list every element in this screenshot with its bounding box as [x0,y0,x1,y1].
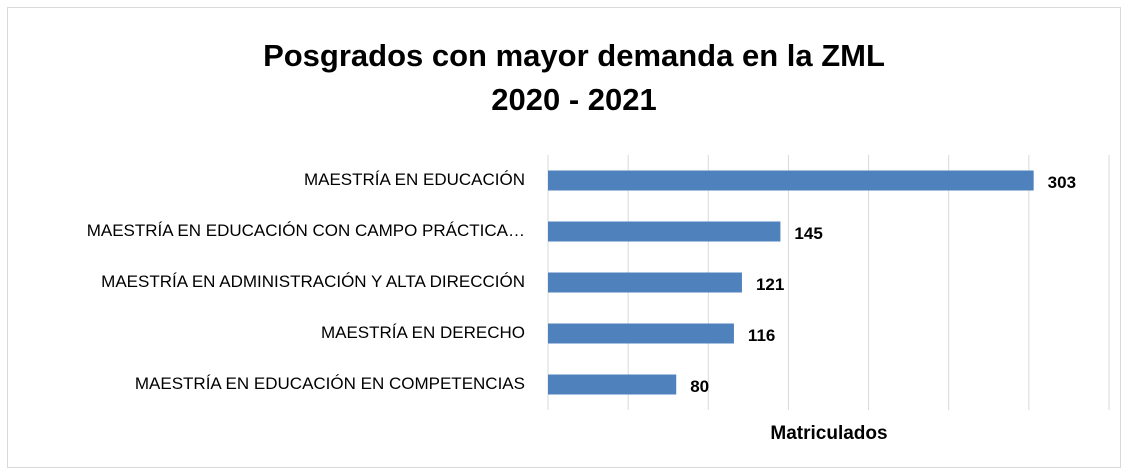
y-tick-label: MAESTRÍA EN EDUCACIÓN EN COMPETENCIAS [135,374,525,393]
data-label: 303 [1048,173,1076,192]
data-label: 80 [690,377,709,396]
x-axis-label: Matriculados [770,423,887,444]
bar [548,272,742,293]
y-tick-label: MAESTRÍA EN EDUCACIÓN [304,170,525,189]
y-tick-label: MAESTRÍA EN EDUCACIÓN CON CAMPO PRÁCTICA… [87,221,525,240]
data-label: 145 [794,224,822,243]
y-tick-label: MAESTRÍA EN ADMINISTRACIÓN Y ALTA DIRECC… [101,272,525,291]
bar [548,170,1034,191]
bar [548,374,677,395]
bar [548,221,781,242]
data-label: 116 [748,326,775,345]
y-tick-label: MAESTRÍA EN DERECHO [321,323,525,342]
chart-title: 2020 - 2021 [491,82,656,117]
data-label: 121 [756,275,784,294]
bar [548,323,734,344]
chart-title: Posgrados con mayor demanda en la ZML [263,38,885,73]
